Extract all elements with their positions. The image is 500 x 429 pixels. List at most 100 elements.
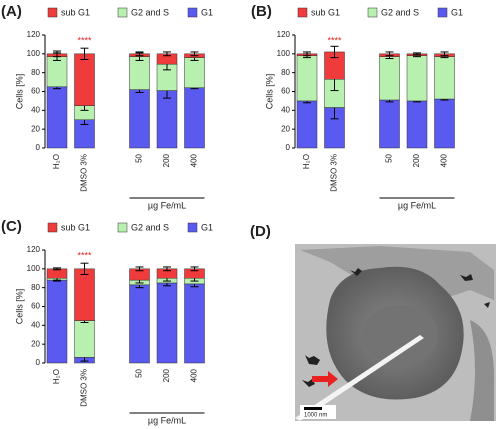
y-tick-label: 80 xyxy=(31,68,40,77)
y-tick-label: 100 xyxy=(27,264,41,273)
legend-swatch xyxy=(187,222,198,233)
bar-segment xyxy=(46,86,68,149)
group-label: µg Fe/mL xyxy=(148,415,186,425)
legend-swatch xyxy=(297,7,308,18)
x-tick-label: 400 xyxy=(190,368,199,382)
y-tick-label: 80 xyxy=(281,68,290,77)
bar-segment xyxy=(129,284,150,364)
legend-label: sub G1 xyxy=(311,7,340,17)
scale-bar xyxy=(304,407,322,410)
bar-segment xyxy=(184,87,205,149)
legend-label: G1 xyxy=(201,7,213,17)
legend-swatch xyxy=(47,7,58,18)
bar-segment xyxy=(296,100,318,149)
bar-segment xyxy=(74,53,95,106)
bar-segment xyxy=(406,55,428,102)
legend-label: G2 and S xyxy=(131,222,169,232)
y-tick-label: 0 xyxy=(286,143,291,152)
nucleus xyxy=(362,305,438,365)
x-tick-label: 200 xyxy=(162,368,171,382)
error-bar xyxy=(53,50,61,58)
legend-swatch xyxy=(367,7,378,18)
bar-segment xyxy=(379,99,400,149)
y-axis-label: Cells [%] xyxy=(14,74,24,110)
group-label: µg Fe/mL xyxy=(148,200,186,210)
bar-segment xyxy=(379,56,400,101)
y-tick-label: 80 xyxy=(31,283,40,292)
legend-label: G1 xyxy=(201,222,213,232)
particles xyxy=(302,268,490,387)
x-tick-label: H₂O xyxy=(52,154,61,169)
y-tick-label: 100 xyxy=(27,49,41,58)
group-label: µg Fe/mL xyxy=(398,200,436,210)
error-bar xyxy=(413,52,421,56)
y-tick-label: 120 xyxy=(27,30,41,39)
error-bar xyxy=(163,266,171,272)
error-bar xyxy=(190,266,199,272)
x-tick-label: H₂O xyxy=(52,369,61,384)
x-tick-label: 200 xyxy=(412,153,421,167)
x-tick-label: 50 xyxy=(135,153,144,162)
error-bar xyxy=(303,51,311,57)
error-bar xyxy=(385,51,394,57)
y-tick-label: 120 xyxy=(277,30,291,39)
x-tick-label: 200 xyxy=(162,153,171,167)
arrow xyxy=(312,371,338,387)
significance: **** xyxy=(77,35,92,45)
panel-label: (B) xyxy=(251,3,272,20)
y-tick-label: 20 xyxy=(281,124,290,133)
error-bar xyxy=(163,51,171,57)
legend-label: G2 and S xyxy=(131,7,169,17)
x-tick-label: 400 xyxy=(440,153,449,167)
bar-segment xyxy=(156,90,178,149)
x-tick-label: 50 xyxy=(385,153,394,162)
bar-segment xyxy=(434,56,455,100)
error-bar xyxy=(330,45,339,59)
bar-segment xyxy=(74,268,95,321)
legend-swatch xyxy=(117,222,128,233)
bar-segment xyxy=(156,282,178,364)
legend-label: sub G1 xyxy=(61,222,90,232)
bar-segment xyxy=(184,283,205,364)
y-axis-label: Cells [%] xyxy=(264,74,274,110)
bar-segment xyxy=(296,55,318,102)
x-tick-label: 400 xyxy=(190,153,199,167)
bar-segment xyxy=(74,320,95,358)
significance: **** xyxy=(77,250,92,260)
legend-swatch xyxy=(187,7,198,18)
y-tick-label: 60 xyxy=(281,87,290,96)
y-tick-label: 20 xyxy=(31,124,40,133)
x-tick-label: H₂O xyxy=(302,154,311,169)
y-tick-label: 0 xyxy=(36,143,41,152)
error-bar xyxy=(80,47,89,60)
y-tick-label: 40 xyxy=(281,105,290,114)
legend-swatch xyxy=(47,222,58,233)
panel-label: (C) xyxy=(1,218,22,235)
y-tick-label: 20 xyxy=(31,339,40,348)
image-region xyxy=(470,320,495,421)
x-tick-label: 50 xyxy=(135,368,144,377)
error-bar xyxy=(135,51,144,57)
y-tick-label: 60 xyxy=(31,302,40,311)
y-axis-label: Cells [%] xyxy=(14,289,24,325)
y-tick-label: 40 xyxy=(31,105,40,114)
x-tick-label: DMSO 3% xyxy=(80,154,89,192)
error-bar xyxy=(135,266,144,272)
error-bar xyxy=(190,51,199,57)
y-tick-label: 40 xyxy=(31,320,40,329)
micrograph: 1000 nm xyxy=(295,244,496,421)
bar-segment xyxy=(129,56,150,90)
panel-label: (A) xyxy=(1,3,22,20)
bar-segment xyxy=(184,57,205,88)
scale-bar-label: 1000 nm xyxy=(304,413,327,419)
error-bar xyxy=(80,262,89,275)
bar-segment xyxy=(406,100,428,149)
error-bar xyxy=(53,267,61,271)
x-tick-label: DMSO 3% xyxy=(330,154,339,192)
y-tick-label: 60 xyxy=(31,87,40,96)
y-tick-label: 100 xyxy=(277,49,291,58)
bar-segment xyxy=(46,279,68,364)
x-tick-label: DMSO 3% xyxy=(80,369,89,407)
bar-segment xyxy=(129,89,150,149)
